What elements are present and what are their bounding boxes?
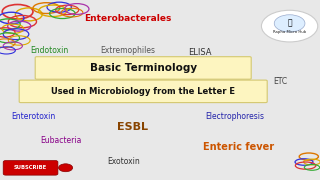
Text: Enterobacterales: Enterobacterales (84, 14, 172, 23)
Text: 🎓: 🎓 (287, 18, 292, 27)
Text: Exotoxin: Exotoxin (107, 158, 140, 166)
Text: SUBSCRIBE: SUBSCRIBE (14, 165, 47, 170)
Text: Used in Microbiology from the Letter E: Used in Microbiology from the Letter E (51, 87, 235, 96)
FancyBboxPatch shape (35, 57, 251, 79)
Text: ELISA: ELISA (188, 48, 212, 57)
Text: Endotoxin: Endotoxin (30, 46, 69, 55)
Text: Enteric fever: Enteric fever (203, 142, 274, 152)
Circle shape (59, 164, 73, 172)
Text: ESBL: ESBL (117, 122, 148, 132)
Text: ETC: ETC (273, 77, 287, 86)
Text: Rapha Micro Hub: Rapha Micro Hub (273, 30, 306, 34)
Text: Enterotoxin: Enterotoxin (12, 112, 56, 121)
Text: Electrophoresis: Electrophoresis (206, 112, 265, 121)
Circle shape (274, 15, 305, 32)
Text: Eubacteria: Eubacteria (40, 136, 82, 145)
FancyBboxPatch shape (19, 80, 267, 103)
Text: Extremophiles: Extremophiles (100, 46, 156, 55)
Text: Basic Terminology: Basic Terminology (90, 63, 197, 73)
FancyBboxPatch shape (3, 161, 58, 175)
Circle shape (261, 10, 318, 42)
